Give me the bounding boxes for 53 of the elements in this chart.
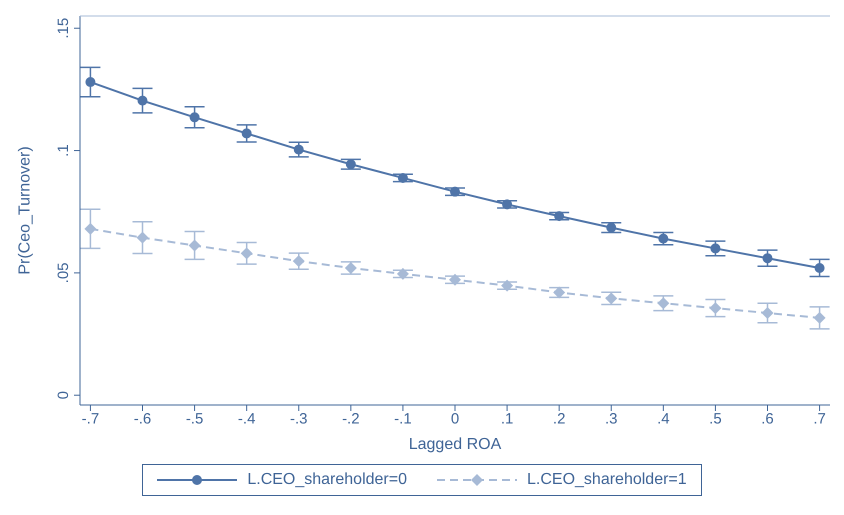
x-tick-label: .3: [604, 410, 618, 428]
point: [606, 222, 616, 233]
point: [657, 297, 670, 310]
point: [709, 302, 722, 314]
point: [554, 211, 564, 222]
point: [501, 280, 514, 292]
legend-label: L.CEO_shareholder=0: [247, 471, 407, 489]
y-axis-title: Pr(Ceo_Turnover): [16, 146, 34, 275]
point: [502, 199, 512, 210]
x-tick-label: -.2: [342, 410, 360, 428]
point: [344, 262, 357, 274]
x-tick-label: .6: [761, 410, 774, 428]
point: [190, 112, 200, 122]
point: [450, 186, 460, 197]
x-tick-label: -.4: [238, 410, 256, 428]
point: [346, 159, 356, 170]
x-tick-label: -.7: [82, 410, 100, 428]
x-tick-label: .7: [813, 410, 826, 428]
point: [292, 255, 305, 268]
point: [658, 234, 668, 244]
y-tick-label: .1: [55, 144, 72, 157]
point: [84, 222, 96, 235]
point: [605, 292, 618, 304]
y-tick-label: 0: [55, 391, 72, 400]
point: [762, 307, 774, 320]
point: [396, 268, 409, 280]
point: [85, 77, 96, 88]
point: [814, 262, 825, 273]
x-tick-label: -.5: [186, 410, 204, 428]
point: [188, 239, 201, 252]
point: [240, 247, 253, 260]
legend-label: L.CEO_shareholder=1: [527, 471, 687, 489]
x-tick-label: -.6: [134, 410, 152, 428]
point: [138, 96, 148, 106]
x-tick-label: .1: [500, 410, 514, 428]
point: [553, 286, 566, 298]
x-tick-label: -.3: [290, 410, 308, 428]
x-tick-label: -.1: [394, 410, 412, 428]
x-axis-title: Lagged ROA: [408, 436, 502, 453]
y-tick-label: .15: [55, 18, 72, 39]
point: [294, 144, 304, 155]
point: [242, 128, 252, 138]
x-tick-label: 0: [450, 410, 460, 428]
x-tick-label: .2: [552, 410, 566, 428]
point: [398, 172, 408, 183]
point: [814, 312, 826, 324]
point: [710, 243, 720, 254]
y-tick-label: .05: [55, 262, 72, 284]
x-tick-label: .5: [709, 410, 722, 428]
x-tick-label: .4: [657, 410, 670, 428]
point: [136, 232, 148, 244]
point: [449, 274, 461, 286]
point: [762, 253, 772, 264]
